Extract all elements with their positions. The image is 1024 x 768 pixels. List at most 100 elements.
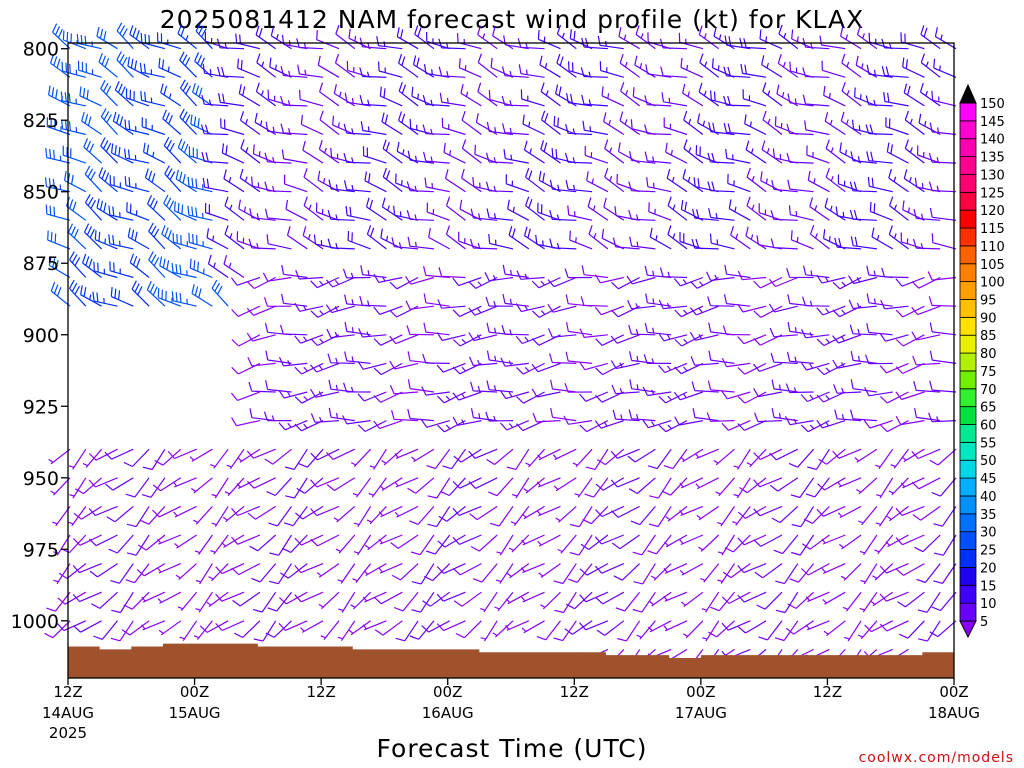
wind-barb (865, 124, 893, 136)
wind-barb (485, 296, 514, 307)
wind-barb (682, 169, 704, 193)
wind-barb (453, 591, 482, 607)
wind-barb (345, 205, 371, 221)
wind-barb (770, 210, 798, 221)
wind-barb (426, 202, 450, 221)
wind-barb (722, 325, 751, 336)
wind-barb (211, 279, 229, 307)
wind-barb (210, 448, 229, 469)
wind-barb (295, 505, 324, 520)
wind-barb (468, 448, 498, 459)
wind-barb (914, 177, 941, 193)
wind-barb (594, 534, 625, 545)
wind-barb (737, 391, 767, 404)
wind-barb (192, 83, 213, 107)
wind-barb (281, 149, 308, 164)
wind-barb (489, 506, 514, 527)
wind-barb (550, 407, 577, 422)
colorbar-segment (959, 477, 977, 497)
wind-barb (584, 477, 609, 498)
wind-barb (406, 210, 434, 221)
wind-barb (266, 234, 292, 250)
wind-barb (468, 477, 498, 489)
x-tick-date: 15AUG (169, 704, 221, 722)
wind-barb (224, 225, 245, 250)
colorbar-under-arrow (959, 620, 977, 639)
wind-barb (825, 168, 846, 193)
wind-barb (326, 448, 356, 460)
wind-barb (269, 563, 293, 585)
wind-barb (358, 328, 387, 338)
wind-barb (733, 448, 751, 470)
wind-barb (500, 420, 530, 431)
wind-barb (553, 477, 577, 492)
wind-barb (537, 29, 561, 50)
wind-barb (270, 26, 292, 50)
wind-barb (72, 591, 102, 603)
wind-barb (777, 54, 799, 78)
wind-barb (871, 227, 894, 250)
wind-barb (737, 620, 767, 634)
wind-barb (438, 66, 466, 78)
wind-barb (690, 276, 719, 289)
wind-barb (872, 563, 894, 581)
wind-barb (373, 420, 403, 430)
wind-barb (760, 171, 783, 193)
wind-barb (362, 146, 387, 164)
wind-barb (710, 90, 735, 107)
wind-barb (344, 321, 371, 336)
wind-barb (468, 305, 498, 316)
wind-barb (683, 110, 704, 135)
wind-barb (126, 534, 150, 556)
wind-barb (679, 477, 704, 489)
wind-barb (913, 208, 941, 221)
wind-barb (929, 322, 957, 336)
wind-barb (818, 448, 846, 465)
wind-barb (912, 505, 941, 521)
colorbar-label: 70 (980, 383, 997, 398)
colorbar-label: 90 (980, 311, 997, 326)
wind-barb (294, 391, 324, 404)
wind-barb (897, 591, 925, 608)
wind-barb (717, 506, 735, 527)
wind-barb (702, 620, 720, 642)
wind-barb (248, 238, 276, 250)
wind-barb (674, 334, 704, 347)
wind-barb (817, 477, 846, 491)
wind-barb (123, 591, 150, 610)
wind-barb (540, 110, 561, 135)
wind-barb (595, 477, 625, 491)
wind-barb (83, 223, 103, 250)
wind-barb (123, 448, 150, 468)
wind-barb (488, 477, 514, 497)
wind-barb (832, 448, 862, 459)
wind-barb (310, 413, 340, 423)
wind-barb (753, 388, 783, 398)
wind-barb (888, 225, 909, 250)
wind-barb (452, 391, 482, 401)
wind-barb (791, 506, 815, 528)
wind-barb (83, 138, 103, 164)
wind-barb (494, 591, 514, 612)
wind-barb (627, 448, 656, 463)
wind-barb (642, 419, 672, 429)
wind-barb (344, 294, 371, 307)
wind-barb (318, 140, 340, 164)
wind-barb (278, 389, 308, 399)
wind-barb (579, 620, 609, 631)
y-tick-label: 950 (23, 468, 59, 490)
wind-barb (568, 563, 593, 583)
wind-barb (334, 53, 356, 78)
wind-barb (505, 591, 530, 605)
wind-barb (673, 391, 704, 401)
wind-barb (869, 201, 893, 221)
wind-barb (495, 563, 514, 584)
wind-barb (680, 57, 704, 78)
wind-barb (647, 620, 672, 633)
wind-barb (732, 506, 751, 526)
wind-barb (581, 94, 608, 107)
wind-barb (98, 167, 118, 193)
wind-barb (881, 66, 909, 78)
wind-barb (318, 591, 340, 610)
wind-barb (195, 22, 213, 50)
